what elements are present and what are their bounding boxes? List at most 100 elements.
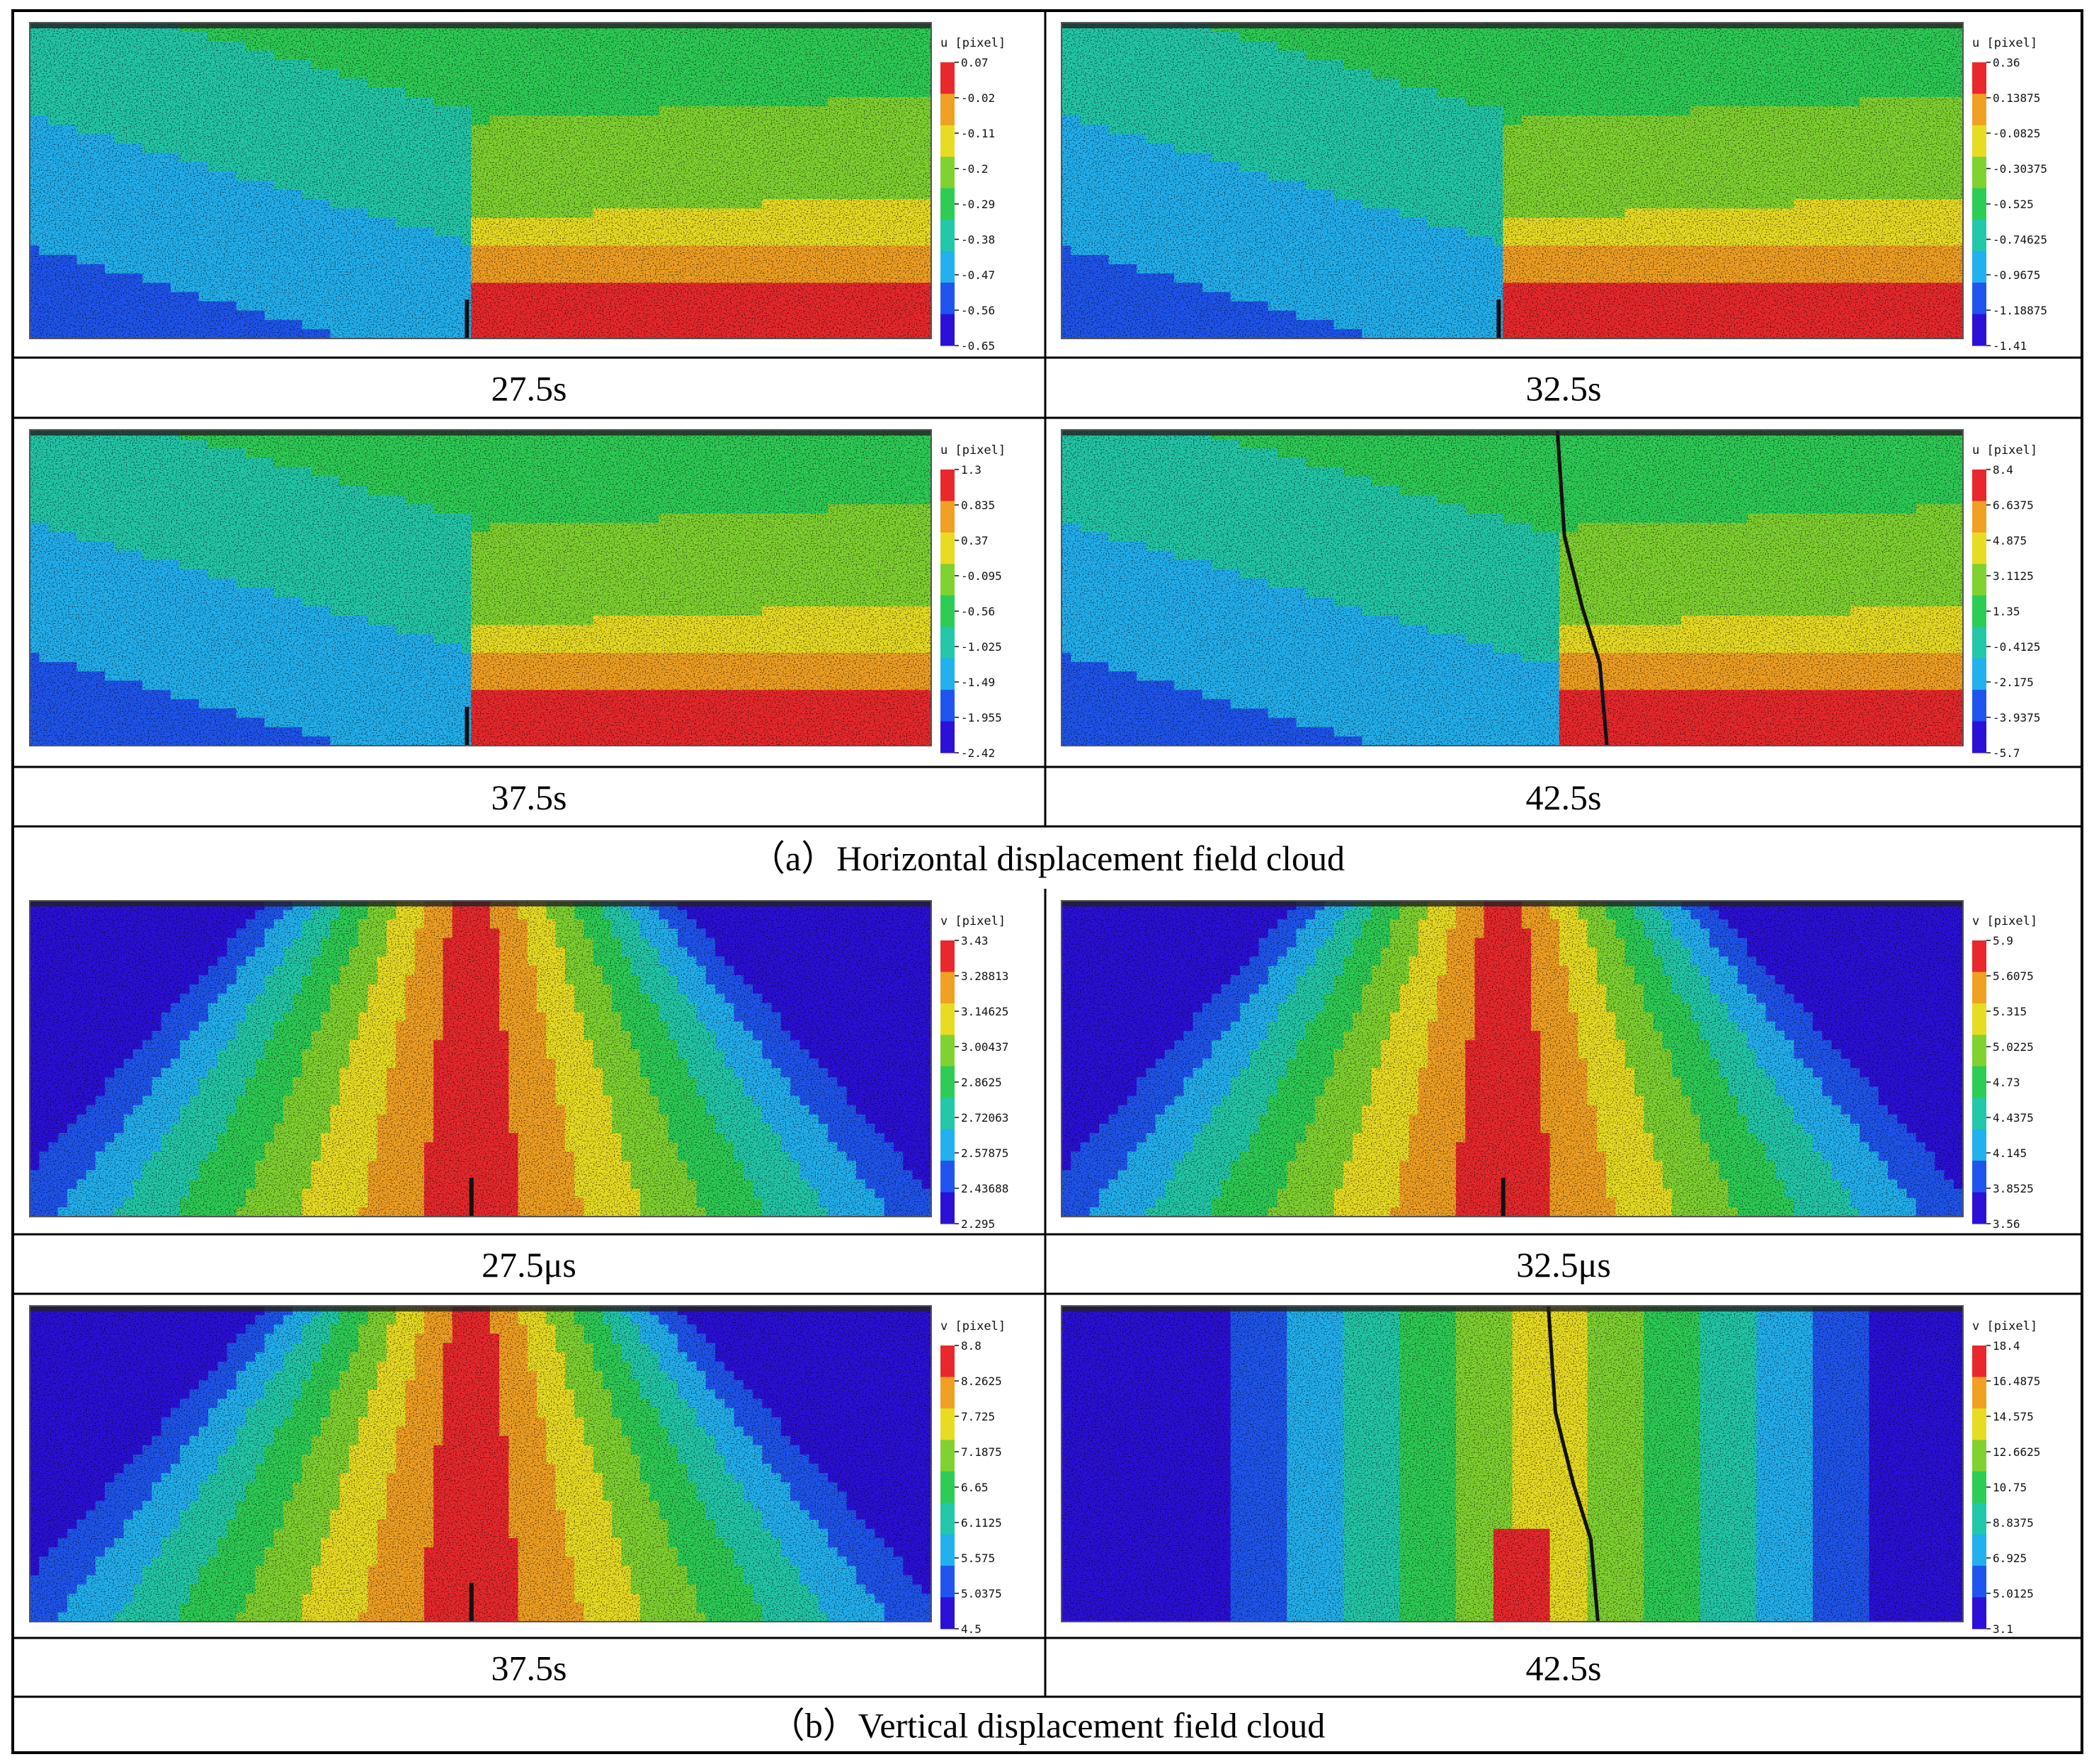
contour-panel: v [pixel] 5.9 5.6075 5.315 5.0225 4.73 4.4375 4… — [1061, 900, 2037, 1231]
colorbar-tick-label: 3.56 — [1993, 1217, 2020, 1231]
colorbar-tick-label: -2.42 — [961, 746, 995, 760]
colorbar-tick-label: 0.13875 — [1993, 91, 2040, 105]
time-label: 37.5s — [491, 1649, 567, 1688]
colorbar-tick-label: -0.4125 — [1993, 640, 2040, 654]
colorbar-tick-label: 3.1 — [1993, 1622, 2013, 1636]
colorbar-tick-label: -1.18875 — [1993, 304, 2047, 317]
colorbar-tick-label: -1.41 — [1993, 339, 2027, 353]
colorbar-title: v [pixel] — [1972, 1319, 2037, 1333]
colorbar-tick-label: 1.3 — [961, 463, 981, 477]
colorbar-tick-label: 0.36 — [1993, 56, 2020, 69]
time-label: 32.5s — [1526, 369, 1602, 409]
colorbar-tick-label: -0.095 — [961, 569, 1002, 583]
colorbar: v [pixel] 18.4 16.4875 14.575 12.6625 10.75 8.… — [1972, 1319, 2040, 1636]
colorbar-tick-label: -0.56 — [961, 605, 995, 618]
colorbar-title: u [pixel] — [940, 36, 1006, 50]
colorbar-tick-label: -0.65 — [961, 339, 995, 353]
colorbar-tick-label: 12.6625 — [1993, 1445, 2040, 1459]
time-label: 42.5s — [1526, 1649, 1602, 1688]
colorbar-tick-label: 3.43 — [961, 934, 989, 948]
contour-panel: u [pixel] 8.4 6.6375 4.875 3.1125 1.35 -0.4125… — [1061, 429, 2040, 760]
colorbar-tick-label: -0.02 — [961, 91, 995, 105]
colorbar-tick-label: 8.4 — [1993, 463, 2013, 477]
colorbar: u [pixel] 1.3 0.835 0.37 -0.095 -0.56 -1.025 -1… — [940, 443, 1006, 760]
colorbar-title: v [pixel] — [1972, 914, 2037, 928]
colorbar-tick-label: 4.5 — [961, 1622, 981, 1636]
colorbar-tick-label: 6.6375 — [1993, 499, 2034, 512]
contour-panel: u [pixel] 0.07 -0.02 -0.11 -0.2 -0.29 -0.38 -0.… — [29, 22, 1006, 353]
colorbar-tick-label: -0.47 — [961, 268, 995, 282]
contour-panel: v [pixel] 8.8 8.2625 7.725 7.1875 6.65 6.1125 5… — [29, 1305, 1006, 1636]
contour-maps: u [pixel] 0.07 -0.02 -0.11 -0.2 -0.29 -0.38 -0.… — [29, 22, 2047, 1636]
figure-text: 27.5s 32.5s 37.5s 42.5s 27.5μs 32.5μs 37.5s 42.… — [482, 369, 1611, 1746]
colorbar-tick-label: 14.575 — [1993, 1410, 2034, 1423]
colorbar: u [pixel] 0.36 0.13875 -0.0825 -0.30375 -0.52… — [1972, 36, 2047, 353]
colorbar-tick-label: -1.955 — [961, 711, 1002, 724]
colorbar-tick-label: 8.8 — [961, 1339, 981, 1353]
colorbar-tick-label: -0.56 — [961, 304, 995, 317]
contour-panel: u [pixel] 1.3 0.835 0.37 -0.095 -0.56 -1.025 -1… — [29, 429, 1006, 760]
colorbar-tick-label: 16.4875 — [1993, 1375, 2040, 1388]
colorbar-tick-label: 0.835 — [961, 499, 995, 512]
colorbar-tick-label: -0.9675 — [1993, 268, 2040, 282]
figure-table-grid — [11, 9, 2083, 1754]
colorbar: v [pixel] 5.9 5.6075 5.315 5.0225 4.73 4.4375 4… — [1972, 914, 2037, 1231]
colorbar-tick-label: 8.8375 — [1993, 1516, 2034, 1530]
colorbar-tick-label: -0.11 — [961, 127, 995, 140]
colorbar-tick-label: 5.0375 — [961, 1587, 1002, 1600]
colorbar-tick-label: 0.37 — [961, 534, 989, 547]
colorbar-tick-label: 4.4375 — [1993, 1111, 2034, 1125]
colorbar: v [pixel] 8.8 8.2625 7.725 7.1875 6.65 6.1125 5… — [940, 1319, 1006, 1636]
colorbar: u [pixel] 8.4 6.6375 4.875 3.1125 1.35 -0.4125… — [1972, 443, 2040, 760]
colorbar-tick-label: 5.315 — [1993, 1005, 2027, 1018]
colorbar-tick-label: 3.8525 — [1993, 1182, 2034, 1195]
crack-line — [1546, 1306, 1600, 1622]
colorbar-tick-label: 4.875 — [1993, 534, 2027, 547]
crack-line — [1555, 430, 1609, 746]
colorbar-tick-label: 3.1125 — [1993, 569, 2034, 583]
colorbar-title: v [pixel] — [940, 914, 1006, 928]
colorbar-title: v [pixel] — [940, 1319, 1006, 1333]
colorbar-tick-label: 2.57875 — [961, 1146, 1008, 1160]
colorbar-tick-label: 5.575 — [961, 1552, 995, 1565]
time-label: 27.5μs — [482, 1245, 576, 1285]
colorbar-tick-label: 6.925 — [1993, 1552, 2027, 1565]
colorbar-tick-label: 10.75 — [1993, 1481, 2027, 1494]
colorbar-tick-label: 3.28813 — [961, 969, 1008, 983]
time-label: 37.5s — [491, 778, 567, 817]
colorbar-tick-label: -1.49 — [961, 676, 995, 689]
colorbar-tick-label: -3.9375 — [1993, 711, 2040, 724]
colorbar-tick-label: 1.35 — [1993, 605, 2020, 618]
colorbar-tick-label: -0.2 — [961, 162, 989, 176]
colorbar-tick-label: 3.00437 — [961, 1040, 1008, 1054]
colorbar-tick-label: 2.43688 — [961, 1182, 1008, 1195]
time-label: 32.5μs — [1516, 1245, 1611, 1285]
colorbar-tick-label: 0.07 — [961, 56, 989, 69]
colorbar-tick-label: 5.0125 — [1993, 1587, 2034, 1600]
colorbar-tick-label: 6.65 — [961, 1481, 989, 1494]
colorbar-tick-label: 7.725 — [961, 1410, 995, 1423]
contour-panel: u [pixel] 0.36 0.13875 -0.0825 -0.30375 -0.52… — [1061, 22, 2047, 353]
colorbar-title: u [pixel] — [940, 443, 1006, 457]
colorbar-tick-label: 2.8625 — [961, 1076, 1002, 1089]
section-caption: （a）Horizontal displacement field cloud — [750, 838, 1345, 878]
time-label: 27.5s — [491, 369, 567, 409]
colorbar-tick-label: -0.0825 — [1993, 127, 2040, 140]
colorbar-tick-label: -0.30375 — [1993, 162, 2047, 176]
colorbar: v [pixel] 3.43 3.28813 3.14625 3.00437 2.8625… — [940, 914, 1008, 1231]
colorbar-tick-label: -0.525 — [1993, 198, 2034, 211]
colorbar-tick-label: -5.7 — [1993, 746, 2020, 760]
colorbar-tick-label: 4.73 — [1993, 1076, 2020, 1089]
colorbar-title: u [pixel] — [1972, 36, 2037, 50]
colorbar-tick-label: -1.025 — [961, 640, 1002, 654]
colorbar-tick-label: 7.1875 — [961, 1445, 1002, 1459]
figure-border — [11, 9, 2083, 1754]
colorbar-title: u [pixel] — [1972, 443, 2037, 457]
colorbar-tick-label: 8.2625 — [961, 1375, 1002, 1388]
colorbar-tick-label: 2.295 — [961, 1217, 995, 1231]
colorbar-tick-label: 5.6075 — [1993, 969, 2034, 983]
time-label: 42.5s — [1526, 778, 1602, 817]
colorbar-tick-label: 5.9 — [1993, 934, 2013, 948]
colorbar-tick-label: 6.1125 — [961, 1516, 1002, 1530]
